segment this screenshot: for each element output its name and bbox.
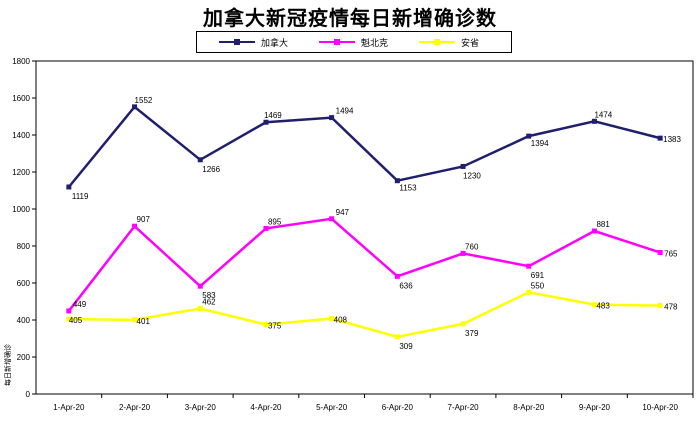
series-1-point-0: [66, 308, 72, 314]
series-0-point-1: [132, 104, 138, 110]
series-1-point-9: [657, 249, 663, 255]
series-0-point-6: [460, 163, 466, 169]
series-0-data-label-0: 1119: [72, 192, 89, 201]
series-line-0: [67, 105, 661, 188]
series-2-point-3: [263, 322, 269, 328]
series-1-point-6: [460, 250, 466, 256]
series-2-point-8: [591, 302, 597, 308]
series-2-point-2: [197, 306, 203, 312]
series-1-data-label-2: 583: [202, 291, 216, 300]
x-tick-label-7: 8-Apr-20: [513, 403, 545, 412]
series-1-point-5: [394, 273, 400, 279]
legend-swatch-0: [219, 39, 255, 45]
series-2-point-4: [329, 316, 335, 322]
series-0-point-8: [591, 118, 597, 124]
series-1-data-label-8: 881: [596, 220, 610, 229]
y-tick-label-2: 400: [17, 316, 31, 325]
legend-label-2: 安省: [461, 38, 480, 49]
series-0-data-label-5: 1153: [399, 184, 417, 193]
series-0-data-label-9: 1383: [663, 135, 681, 144]
y-tick-label-8: 1600: [12, 94, 30, 103]
series-2-point-6: [460, 321, 466, 327]
series-2-data-label-0: 405: [69, 316, 83, 325]
series-2-data-label-4: 408: [334, 316, 348, 325]
y-tick-label-7: 1400: [12, 131, 30, 140]
series-1-data-label-0: 449: [73, 300, 87, 309]
x-tick-label-0: 1-Apr-20: [53, 403, 85, 412]
series-0-data-label-7: 1394: [531, 139, 549, 148]
series-0-point-4: [329, 115, 335, 121]
series-1-point-3: [263, 225, 269, 231]
x-tick-label-2: 3-Apr-20: [185, 403, 217, 412]
series-2-data-label-9: 478: [664, 303, 678, 312]
series-1-point-7: [526, 263, 532, 269]
series-1-point-4: [329, 216, 335, 222]
series-2-data-label-7: 550: [531, 281, 545, 290]
series-line-2: [68, 290, 661, 339]
y-tick-label-1: 200: [17, 353, 31, 362]
series-0-data-label-3: 1469: [264, 111, 282, 120]
legend-item-2: 安省: [419, 32, 479, 52]
legend-item-0: 加拿大: [219, 32, 288, 52]
series-1-data-label-6: 760: [465, 242, 479, 251]
legend-label-1: 魁北克: [361, 38, 389, 49]
series-2-point-9: [657, 303, 663, 309]
series-line-1: [67, 217, 661, 312]
series-0-data-label-6: 1230: [463, 171, 481, 180]
legend-item-1: 魁北克: [319, 32, 388, 52]
series-2-data-label-5: 309: [399, 342, 413, 351]
y-axis-label: 每日新增确诊: [4, 344, 12, 386]
series-1-data-label-3: 895: [268, 217, 282, 226]
series-2-data-label-6: 379: [465, 329, 479, 338]
y-tick-label-5: 1000: [12, 205, 30, 214]
y-tick-label-0: 0: [26, 390, 31, 399]
legend-swatch-1: [319, 39, 355, 45]
series-2-data-label-8: 483: [596, 302, 610, 311]
series-2-data-label-1: 401: [137, 317, 151, 326]
legend-swatch-2: [419, 39, 455, 45]
series-0-data-label-4: 1494: [336, 107, 354, 116]
x-tick-label-1: 2-Apr-20: [119, 403, 151, 412]
series-0-point-2: [197, 157, 203, 163]
x-tick-label-6: 7-Apr-20: [447, 403, 479, 412]
legend: 加拿大 魁北克 安省: [196, 31, 512, 53]
series-1-data-label-7: 691: [531, 271, 545, 280]
series-1-data-label-1: 907: [137, 215, 151, 224]
y-tick-label-3: 600: [17, 279, 31, 288]
series-2-point-0: [66, 316, 72, 322]
series-2-data-label-3: 375: [268, 322, 282, 331]
x-tick-label-4: 5-Apr-20: [316, 403, 348, 412]
series-0-data-label-1: 1552: [135, 96, 153, 105]
series-0-data-label-8: 1474: [594, 110, 612, 119]
series-0-point-5: [394, 178, 400, 184]
y-tick-label-6: 1200: [12, 168, 30, 177]
series-0-point-3: [263, 119, 269, 125]
x-tick-label-3: 4-Apr-20: [250, 403, 282, 412]
series-1-data-label-9: 765: [664, 249, 678, 258]
series-2-point-5: [394, 334, 400, 340]
y-tick-label-4: 800: [17, 242, 31, 251]
series-1-data-label-4: 947: [336, 208, 350, 217]
series-0-point-9: [657, 135, 663, 141]
series-2-point-7: [526, 289, 532, 295]
x-tick-label-8: 9-Apr-20: [579, 403, 611, 412]
x-tick-label-9: 10-Apr-20: [642, 403, 678, 412]
chart-title: 加拿大新冠疫情每日新增确诊数: [203, 6, 497, 30]
series-1-point-8: [591, 228, 597, 234]
series-0-data-label-2: 1266: [202, 165, 220, 174]
series-1-point-1: [132, 223, 138, 229]
series-1-data-label-5: 636: [399, 281, 413, 290]
series-2-data-label-2: 462: [202, 298, 216, 307]
series-1-point-2: [197, 283, 203, 289]
x-tick-label-5: 6-Apr-20: [382, 403, 414, 412]
series-0-point-0: [66, 184, 72, 190]
series-0-point-7: [526, 133, 532, 139]
series-2-point-1: [132, 317, 138, 323]
legend-label-0: 加拿大: [261, 38, 289, 49]
y-tick-label-9: 1800: [12, 57, 30, 66]
